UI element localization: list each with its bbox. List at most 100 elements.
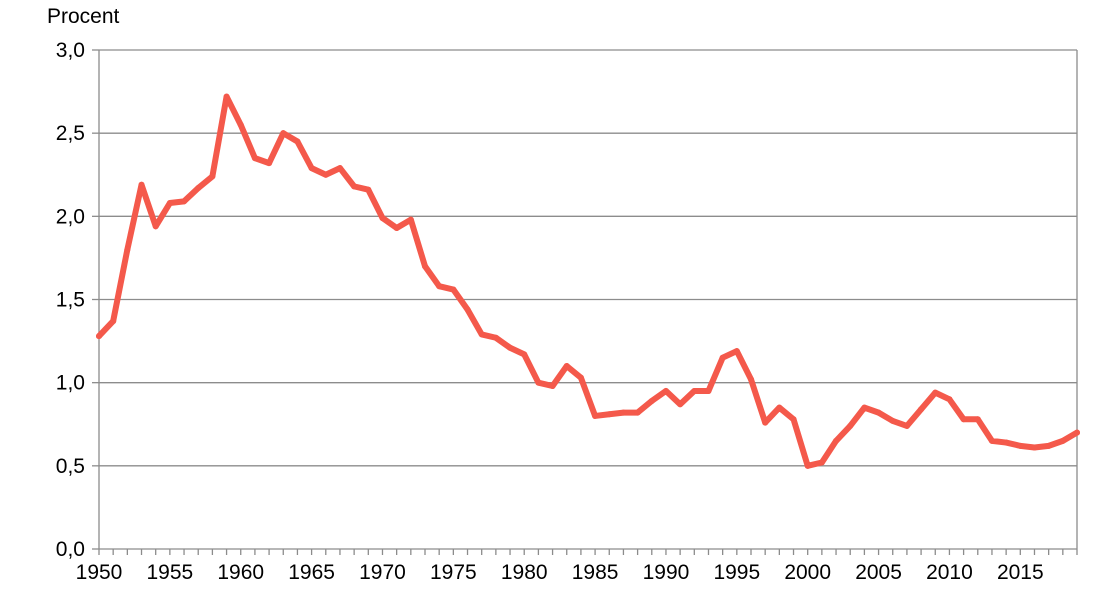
data-point [577,374,584,381]
data-point [549,382,556,389]
x-tick-label: 1965 [288,561,335,584]
y-tick-label: 1,5 [56,289,85,312]
x-tick-label: 1950 [76,561,123,584]
data-point [804,462,811,469]
x-tick-label: 1955 [147,561,194,584]
data-point [535,379,542,386]
x-tick-label: 1990 [643,561,690,584]
y-tick-label: 3,0 [56,39,85,62]
data-point [677,401,684,408]
data-point [110,318,117,325]
data-point [1045,442,1052,449]
x-tick-label: 1975 [430,561,477,584]
x-tick-label: 1970 [359,561,406,584]
data-point [932,389,939,396]
data-point [138,181,145,188]
data-point [422,263,428,270]
data-point [733,348,740,355]
data-point [209,173,216,180]
data-point [606,411,613,418]
x-tick-label: 1960 [217,561,264,584]
data-point [1031,444,1038,451]
x-tick-label: 2005 [855,561,902,584]
data-point [478,331,485,338]
data-point [181,198,188,205]
data-point [379,214,386,221]
data-point [861,404,868,411]
data-point [1059,437,1066,444]
data-point [507,344,514,351]
data-point [407,216,414,223]
data-point [691,387,698,394]
data-point [748,376,754,383]
data-point [719,354,726,361]
x-tick-label: 2015 [997,561,1044,584]
data-point [393,224,400,231]
axes [92,49,1078,555]
data-point [648,397,655,404]
data-point [960,416,967,423]
data-point [464,306,471,313]
data-point [833,437,840,444]
x-tick-label: 1980 [501,561,548,584]
data-point [1017,442,1024,449]
data-point [889,417,896,424]
x-tick-label: 1995 [713,561,760,584]
data-point [450,286,457,293]
data-point [294,138,301,145]
data-point [918,406,925,413]
data-point [1003,439,1010,446]
data-point [266,160,273,167]
data-point [974,416,981,423]
data-point [336,165,343,172]
y-tick-label: 0,0 [56,538,85,561]
data-point [946,396,953,403]
data-point [662,387,669,394]
data-point [351,183,358,190]
data-point [705,387,712,394]
data-point [365,186,372,193]
y-tick-label: 2,0 [56,205,85,228]
data-point [166,200,173,207]
y-tick-label: 1,0 [56,372,85,395]
data-point [322,171,329,178]
data-point [436,283,443,290]
data-point [563,363,570,370]
data-point [223,93,230,100]
data-point [492,334,499,341]
data-point [903,422,910,429]
data-point [237,121,244,128]
data-point [988,437,995,444]
data-point [280,130,287,137]
data-point [308,165,315,172]
grid-lines [99,49,1077,467]
data-point [847,422,854,429]
x-tick-label: 1985 [572,561,619,584]
data-point [124,246,131,253]
data-point [152,223,159,230]
data-points [96,93,1080,469]
data-point [1074,429,1080,436]
data-point [620,409,627,416]
y-tick-label: 2,5 [56,122,85,145]
data-point [818,459,825,466]
data-point [251,155,258,162]
data-point [634,409,641,416]
data-point [790,416,797,423]
y-axis-label: Procent [47,5,120,28]
data-point [592,412,599,419]
series-line [96,93,1080,469]
data-point [762,419,769,426]
data-point [521,351,528,358]
x-tick-label: 2010 [926,561,973,584]
x-tick-labels: 1950 1955 1960 1965 1970 1975 1980 1985 1990 1995… [76,561,1044,584]
data-point [195,185,202,192]
series-layer [96,93,1080,469]
y-tick-labels: 0,0 0,5 1,0 1,5 2,0 2,5 3,0 [56,39,85,561]
data-point [96,333,102,340]
data-point [776,404,783,411]
x-tick-label: 2000 [784,561,831,584]
data-point [875,409,882,416]
y-tick-label: 0,5 [56,455,85,478]
